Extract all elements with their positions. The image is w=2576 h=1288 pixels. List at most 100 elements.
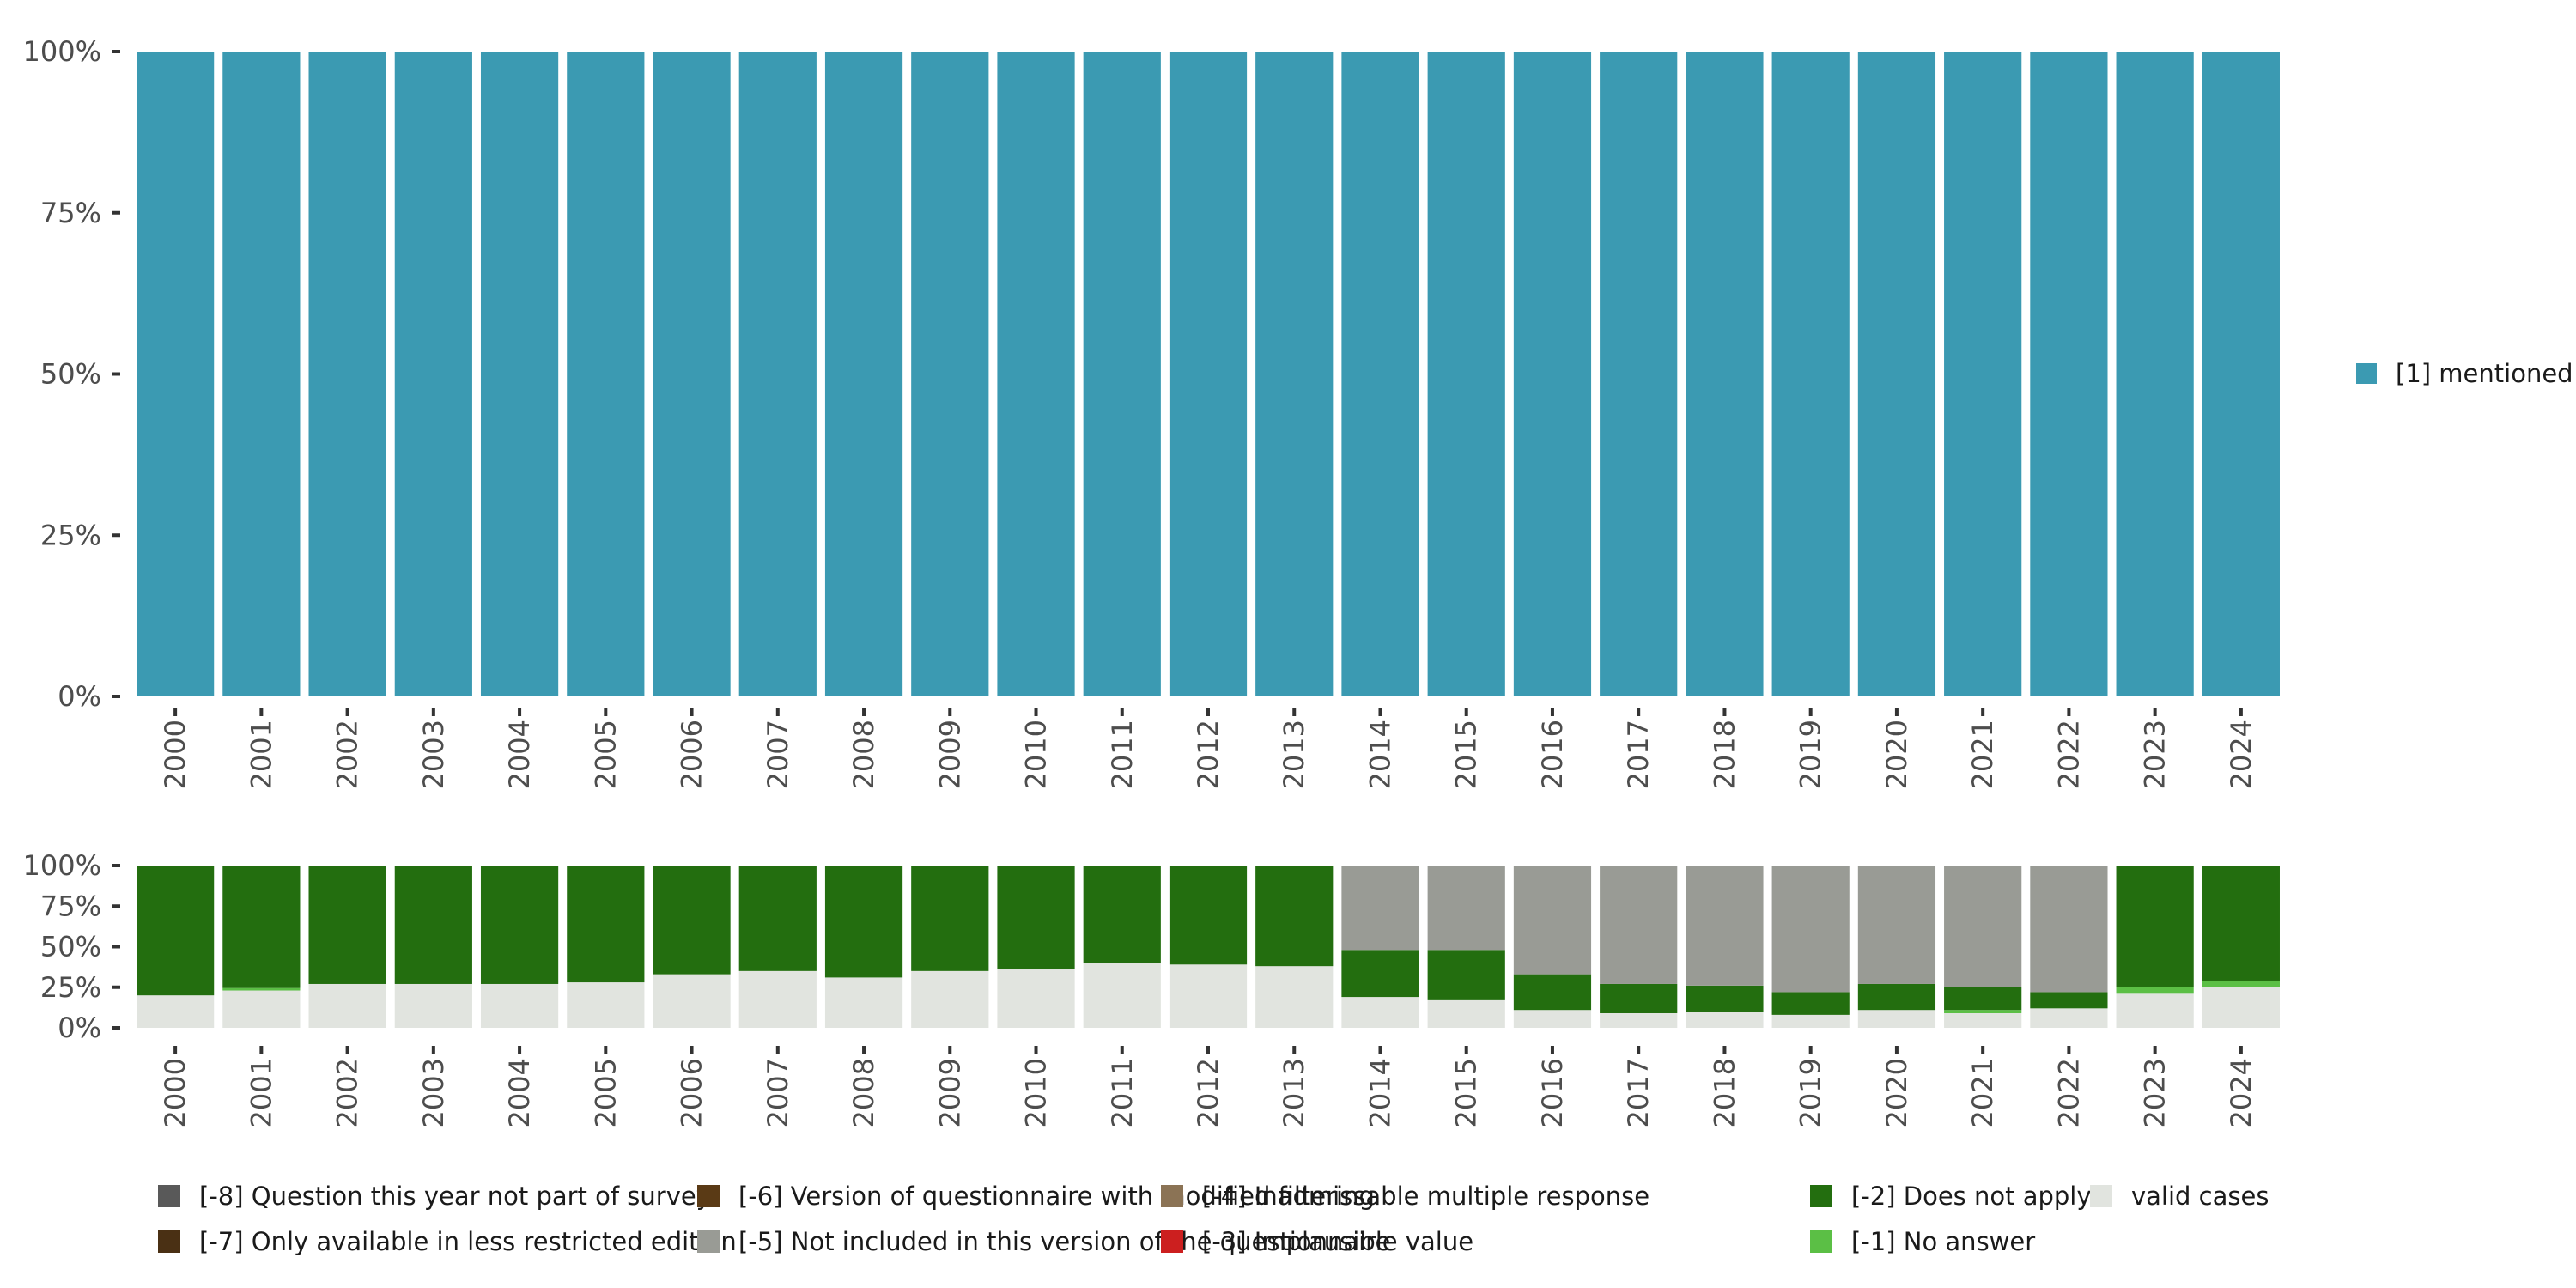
bottom-bar-2023-valid-cases	[2116, 993, 2194, 1028]
top-bar-2018--1-mentioned	[1686, 52, 1764, 696]
top-x-tick-label-2006: 2006	[676, 720, 708, 789]
bottom-x-tick-label-2002: 2002	[331, 1058, 364, 1127]
bottom-x-tick-label-2007: 2007	[762, 1058, 794, 1127]
bottom-x-tick-label-2022: 2022	[2052, 1058, 2085, 1127]
top-x-tick-label-2013: 2013	[1278, 720, 1310, 789]
bottom-bar-2024-valid-cases	[2202, 987, 2280, 1028]
bottom-bar-2005--2-does-not-apply	[567, 866, 645, 983]
legend-label-1: [-7] Only available in less restricted e…	[199, 1227, 737, 1256]
bottom-bar-2017--5-not-included-in-this-version-of-the-questionnaire	[1600, 866, 1678, 984]
bottom-bar-2009-valid-cases	[911, 970, 989, 1028]
bottom-bar-2011--2-does-not-apply	[1083, 866, 1161, 963]
legend-label-mentioned: [1] mentioned	[2396, 359, 2573, 388]
bottom-bar-2016--5-not-included-in-this-version-of-the-questionnaire	[1513, 866, 1592, 975]
bottom-bar-2021-valid-cases	[1944, 1012, 2022, 1028]
bottom-bar-2011-valid-cases	[1083, 963, 1161, 1028]
bottom-bar-2018-valid-cases	[1686, 1012, 1764, 1028]
bottom-bar-2007-valid-cases	[738, 970, 817, 1028]
top-x-tick-label-2023: 2023	[2139, 720, 2172, 789]
legend-key-4	[1161, 1185, 1183, 1207]
legend-label-6: [-2] Does not apply	[1851, 1182, 2092, 1211]
bottom-bar-2021--1-no-answer	[1944, 1010, 2022, 1013]
top-bar-2015--1-mentioned	[1427, 52, 1505, 696]
top-bar-2022--1-mentioned	[2030, 52, 2108, 696]
bottom-x-tick-label-2012: 2012	[1192, 1058, 1224, 1127]
top-bar-2011--1-mentioned	[1083, 52, 1161, 696]
bottom-bar-2021--2-does-not-apply	[1944, 987, 2022, 1011]
top-bar-2017--1-mentioned	[1600, 52, 1678, 696]
bottom-bar-2022-valid-cases	[2030, 1008, 2108, 1028]
bottom-bar-2017-valid-cases	[1600, 1012, 1678, 1028]
legend-key-1	[158, 1230, 180, 1253]
top-bar-2002--1-mentioned	[308, 52, 386, 696]
bottom-panel: 0% 25% 50% 75% 100% 2000 2001 2002 2003 2004 2005 2…	[23, 849, 2280, 1127]
top-bar-2006--1-mentioned	[653, 52, 731, 696]
top-x-tick-label-2017: 2017	[1622, 720, 1655, 789]
bottom-x-tick-label-2010: 2010	[1020, 1058, 1053, 1127]
top-x-tick-label-2024: 2024	[2225, 720, 2257, 789]
bottom-bar-2016--2-does-not-apply	[1513, 974, 1592, 1011]
bottom-bar-2024--2-does-not-apply	[2202, 866, 2280, 981]
legend-key-2	[697, 1185, 720, 1207]
bottom-bar-2001--1-no-answer	[222, 987, 301, 991]
top-x-tick-label-2011: 2011	[1106, 720, 1139, 789]
bottom-x-tick-label-2021: 2021	[1966, 1058, 1999, 1127]
top-bar-2016--1-mentioned	[1513, 52, 1592, 696]
top-x-tick-label-2002: 2002	[331, 720, 364, 789]
bottom-x-tick-label-2008: 2008	[848, 1058, 880, 1127]
top-bar-2004--1-mentioned	[480, 52, 559, 696]
legend-key-8	[2090, 1185, 2112, 1207]
bottom-bar-2000--2-does-not-apply	[137, 866, 215, 996]
bottom-x-tick-label-2004: 2004	[503, 1058, 536, 1127]
bottom-x-tick-label-2009: 2009	[933, 1058, 966, 1127]
legend-label-2: [-6] Version of questionnaire with modif…	[738, 1182, 1375, 1211]
bottom-bar-2023--2-does-not-apply	[2116, 866, 2194, 987]
bottom-bar-2014--5-not-included-in-this-version-of-the-questionnaire	[1341, 866, 1419, 951]
top-y-tick-label: 25%	[40, 519, 101, 551]
bottom-bar-2019-valid-cases	[1771, 1014, 1850, 1028]
bottom-y-tick-label: 100%	[23, 849, 101, 882]
top-bar-2019--1-mentioned	[1771, 52, 1850, 696]
top-x-tick-label-2018: 2018	[1708, 720, 1741, 789]
bottom-x-tick-label-2003: 2003	[417, 1058, 450, 1127]
top-x-tick-label-2009: 2009	[933, 720, 966, 789]
top-x-tick-label-2022: 2022	[2052, 720, 2085, 789]
top-bar-2003--1-mentioned	[394, 52, 472, 696]
top-x-tick-label-2010: 2010	[1020, 720, 1053, 789]
bottom-bar-2006--2-does-not-apply	[653, 866, 731, 975]
bottom-bar-2014--2-does-not-apply	[1341, 950, 1419, 998]
top-y-tick-label: 75%	[40, 197, 101, 229]
bottom-bar-2015--5-not-included-in-this-version-of-the-questionnaire	[1427, 866, 1505, 951]
top-bar-2008--1-mentioned	[824, 52, 903, 696]
top-bar-2007--1-mentioned	[738, 52, 817, 696]
bottom-bar-2018--2-does-not-apply	[1686, 985, 1764, 1012]
top-bar-2024--1-mentioned	[2202, 52, 2280, 696]
bottom-legend: [-8] Question this year not part of surv…	[158, 1182, 2269, 1256]
top-bar-2013--1-mentioned	[1255, 52, 1334, 696]
legend-label-5: [-3] Implausible value	[1202, 1227, 1473, 1256]
bottom-x-tick-label-2005: 2005	[589, 1058, 622, 1127]
bottom-bar-2002--2-does-not-apply	[308, 866, 386, 984]
bottom-bar-2000-valid-cases	[137, 995, 215, 1028]
top-x-tick-label-2001: 2001	[245, 720, 277, 789]
bottom-x-tick-label-2011: 2011	[1106, 1058, 1139, 1127]
bottom-x-tick-label-2023: 2023	[2139, 1058, 2172, 1127]
legend-label-7: [-1] No answer	[1851, 1227, 2035, 1256]
top-x-tick-label-2016: 2016	[1536, 720, 1569, 789]
bottom-bar-2004--2-does-not-apply	[480, 866, 559, 984]
bottom-bar-2012--2-does-not-apply	[1169, 866, 1248, 965]
legend-key-7	[1810, 1230, 1832, 1253]
bottom-bar-2015-valid-cases	[1427, 999, 1505, 1028]
bottom-x-tick-label-2006: 2006	[676, 1058, 708, 1127]
bottom-bar-2006-valid-cases	[653, 974, 731, 1028]
bottom-x-tick-label-2001: 2001	[245, 1058, 277, 1127]
top-bar-2012--1-mentioned	[1169, 52, 1248, 696]
bottom-bar-2013-valid-cases	[1255, 966, 1334, 1028]
top-bar-2020--1-mentioned	[1857, 52, 1936, 696]
top-bar-2021--1-mentioned	[1944, 52, 2022, 696]
bottom-bar-2001-valid-cases	[222, 990, 301, 1028]
bottom-bar-2014-valid-cases	[1341, 997, 1419, 1028]
top-x-tick-label-2007: 2007	[762, 720, 794, 789]
bottom-x-tick-label-2024: 2024	[2225, 1058, 2257, 1127]
